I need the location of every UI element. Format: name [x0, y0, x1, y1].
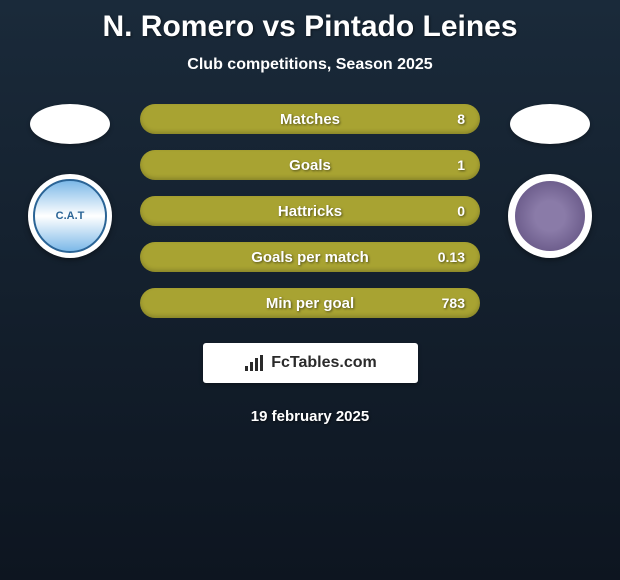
left-column: C.A.T [20, 104, 120, 258]
right-flag-oval [510, 104, 590, 144]
subtitle: Club competitions, Season 2025 [187, 56, 432, 74]
stat-row-min-per-goal: Min per goal 783 [140, 288, 480, 318]
stat-label: Hattricks [278, 203, 342, 220]
stats-column: Matches 8 Goals 1 Hattricks 0 Goals per … [140, 104, 480, 318]
right-team-badge [508, 174, 592, 258]
left-badge-text: C.A.T [56, 210, 85, 222]
stat-label: Goals per match [251, 249, 369, 266]
stat-row-hattricks: Hattricks 0 [140, 196, 480, 226]
page-title: N. Romero vs Pintado Leines [102, 10, 517, 44]
main-content: C.A.T Matches 8 Goals 1 Hattricks 0 Goal… [0, 104, 620, 318]
branding-badge[interactable]: FcTables.com [203, 343, 418, 383]
stat-value: 1 [457, 157, 465, 173]
stat-value: 8 [457, 111, 465, 127]
stat-label: Goals [289, 157, 331, 174]
stat-row-goals: Goals 1 [140, 150, 480, 180]
stat-label: Min per goal [266, 295, 354, 312]
stat-label: Matches [280, 111, 340, 128]
left-flag-oval [30, 104, 110, 144]
stat-value: 0.13 [438, 249, 465, 265]
date-text: 19 february 2025 [251, 408, 369, 425]
comparison-card: N. Romero vs Pintado Leines Club competi… [0, 0, 620, 435]
bar-chart-icon [243, 354, 265, 372]
stat-row-goals-per-match: Goals per match 0.13 [140, 242, 480, 272]
left-team-badge: C.A.T [28, 174, 112, 258]
stat-value: 783 [442, 295, 465, 311]
right-column [500, 104, 600, 258]
branding-text: FcTables.com [271, 354, 377, 372]
stat-row-matches: Matches 8 [140, 104, 480, 134]
stat-value: 0 [457, 203, 465, 219]
